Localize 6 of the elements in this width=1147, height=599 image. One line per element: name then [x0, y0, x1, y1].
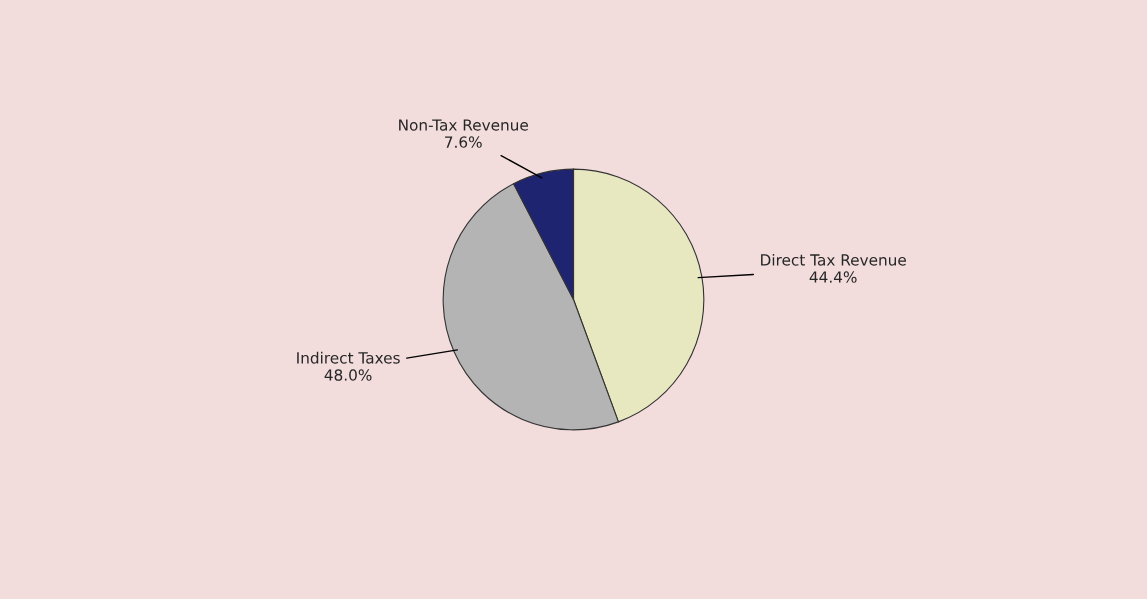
slice-label: Non-Tax Revenue: [399, 119, 528, 131]
slice-label: Indirect Taxes: [297, 351, 400, 364]
slice-label: Direct Tax Revenue: [761, 253, 906, 266]
data-label: 44.4%: [809, 271, 857, 283]
data-label: 7.6%: [445, 136, 482, 148]
data-label: 48.0%: [324, 369, 372, 381]
